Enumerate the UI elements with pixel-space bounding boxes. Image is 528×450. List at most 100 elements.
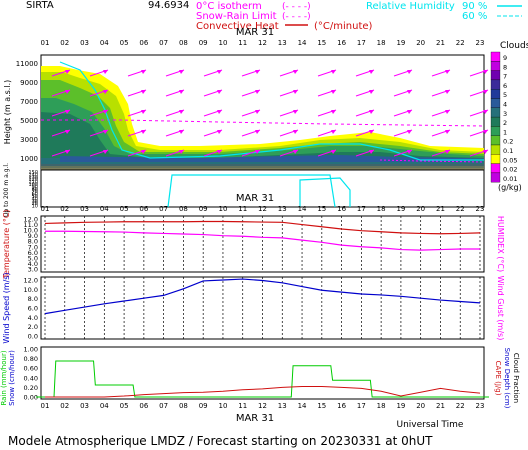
cloud-legend-swatch-1: [490, 126, 501, 136]
cloud-hour-label-13: 13: [278, 39, 287, 47]
wind-ticks: 12.010.08.0 6.04.02.0 0.0: [24, 277, 38, 341]
temp-hour-label-11: 11: [238, 205, 247, 213]
temp-hour-label-09: 09: [199, 205, 208, 213]
wind-tick-10.0: 10.0: [24, 286, 38, 294]
temperature-series-1: [45, 230, 480, 251]
precip-bottom-hour-label-21: 21: [436, 402, 445, 410]
isotherm-legend-key: (- - - -): [282, 2, 311, 12]
cloud-legend-label-6: 6: [503, 82, 507, 90]
temp-hour-label-12: 12: [258, 205, 267, 213]
cloud-legend-swatch-0.05: [490, 154, 501, 164]
wind-arrowhead-2-2: [141, 110, 146, 114]
wind-arrowhead-2-6: [293, 110, 298, 114]
wind-arrowhead-3-4: [217, 130, 222, 134]
convective-label: Convective Heat: [196, 21, 279, 32]
precip-bottom-hour-label-09: 09: [199, 402, 208, 410]
wind-arrowhead-4-4: [217, 150, 222, 154]
surface-layer: [41, 164, 484, 170]
temperature-panel: MAR 31 01 02 03 04 05 06 07 08 09 10 11 12 13 14 15 16 1…: [2, 193, 505, 280]
cloud-hour-label-06: 06: [139, 39, 148, 47]
wind-arrowhead-0-2: [141, 70, 146, 74]
wind-arrowhead-0-7: [331, 70, 336, 74]
wind-arrowhead-0-6: [293, 70, 298, 74]
cloud-legend-swatch-5: [490, 89, 501, 99]
cloud-hour-label-07: 07: [159, 39, 168, 47]
precip-bottom-hour-label-17: 17: [357, 402, 366, 410]
precip-bottom-hour-label-18: 18: [377, 402, 386, 410]
temperature-tick-12.0: 12.0: [24, 216, 38, 224]
temp-hour-label-10: 10: [218, 205, 227, 213]
low-height-tick-100: 100: [28, 182, 38, 188]
cloud-hour-label-11: 11: [238, 39, 247, 47]
temp-hour-label-08: 08: [179, 205, 188, 213]
temperature-tick-3.0: 3.0: [28, 266, 38, 274]
wind-arrowhead-0-3: [179, 70, 184, 74]
wind-arrowhead-4-5: [255, 150, 260, 154]
wind-arrowhead-3-8: [369, 130, 374, 134]
rh-60: 60 %: [462, 11, 487, 22]
wind-arrowhead-0-5: [255, 70, 260, 74]
wind-arrowhead-2-5: [255, 110, 260, 114]
cloud-panel-hour-ticks: 01 02 03 04 05 06 07 08 09 10 11 12 13 14 15 16 17 18 19 20…: [41, 39, 485, 47]
temp-hour-label-16: 16: [337, 205, 346, 213]
cloud-hour-label-09: 09: [199, 39, 208, 47]
wind-tick-6.0: 6.0: [28, 305, 38, 313]
cloud-hour-label-15: 15: [317, 39, 326, 47]
temperature-tick-7.0: 7.0: [28, 243, 38, 251]
cloud-hour-label-14: 14: [298, 39, 307, 47]
wind-series-0: [44, 278, 481, 315]
cloud-hour-label-02: 02: [60, 39, 69, 47]
low-height-tick-140: 140: [28, 172, 38, 178]
wind-arrowhead-1-11: [483, 90, 488, 94]
precip-tick-0.40: 0.40: [24, 374, 38, 382]
snow-rain-line: [379, 159, 485, 163]
wind-tick-2.0: 2.0: [28, 323, 38, 331]
temp-hour-label-23: 23: [476, 205, 485, 213]
precip-bottom-hour-label-08: 08: [179, 402, 188, 410]
wind-arrowhead-1-4: [217, 90, 222, 94]
temperature-tick-11.0: 11.0: [24, 221, 38, 229]
temp-hour-label-07: 07: [159, 205, 168, 213]
precip-bottom-hour-label-23: 23: [476, 402, 485, 410]
precip-bottom-hour-label-06: 06: [139, 402, 148, 410]
precip-bottom-hour-label-07: 07: [159, 402, 168, 410]
height-tick-3000: 3000: [20, 136, 38, 144]
low-height-tick-80: 80: [32, 187, 38, 193]
wind-arrowhead-1-9: [407, 90, 412, 94]
precip-tick-0.80: 0.80: [24, 355, 38, 363]
precip-bottom-hour-label-02: 02: [60, 402, 69, 410]
temp-hour-label-15: 15: [317, 205, 326, 213]
height-tick-5000: 5000: [20, 117, 38, 125]
cloud-legend-swatch-0.1: [490, 144, 501, 155]
cloud-hour-label-08: 08: [179, 39, 188, 47]
temperature-grid: [44, 216, 481, 272]
low-height-tick-90: 90: [32, 184, 38, 190]
universal-time-label: Universal Time: [397, 420, 464, 430]
wind-arrowhead-2-9: [407, 110, 412, 114]
temperature-tick-6.0: 6.0: [28, 249, 38, 257]
cloud-legend-title: Clouds: [500, 41, 528, 51]
low-height-tick-20: 20: [32, 201, 38, 207]
temperature-panel-date: MAR 31: [236, 193, 274, 204]
cloud-mass-green: [41, 80, 484, 166]
wind-arrowhead-1-6: [293, 90, 298, 94]
cloud-hour-label-16: 16: [337, 39, 346, 47]
precip-bottom-hour-label-10: 10: [218, 402, 227, 410]
wind-tick-12.0: 12.0: [24, 277, 38, 285]
temp-hour-label-03: 03: [80, 205, 89, 213]
height-tick-1000: 1000: [20, 155, 38, 163]
cloud-legend-swatch-2: [490, 116, 501, 127]
cloud-hour-label-22: 22: [456, 39, 465, 47]
wind-arrowhead-3-2: [141, 130, 146, 134]
height-tick-9000: 9000: [20, 79, 38, 87]
wind-arrowhead-2-3: [179, 110, 184, 114]
wind-arrowhead-4-1: [103, 150, 108, 154]
cloud-fields: [41, 61, 489, 208]
wind-arrowhead-1-5: [255, 90, 260, 94]
wind-arrowhead-0-8: [369, 70, 374, 74]
precip-bottom-hour-label-19: 19: [396, 402, 405, 410]
wind-arrowhead-3-1: [103, 130, 108, 134]
cloud-panel-date: MAR 31: [236, 27, 274, 38]
cloud-legend-label-0.2: 0.2: [503, 138, 513, 146]
